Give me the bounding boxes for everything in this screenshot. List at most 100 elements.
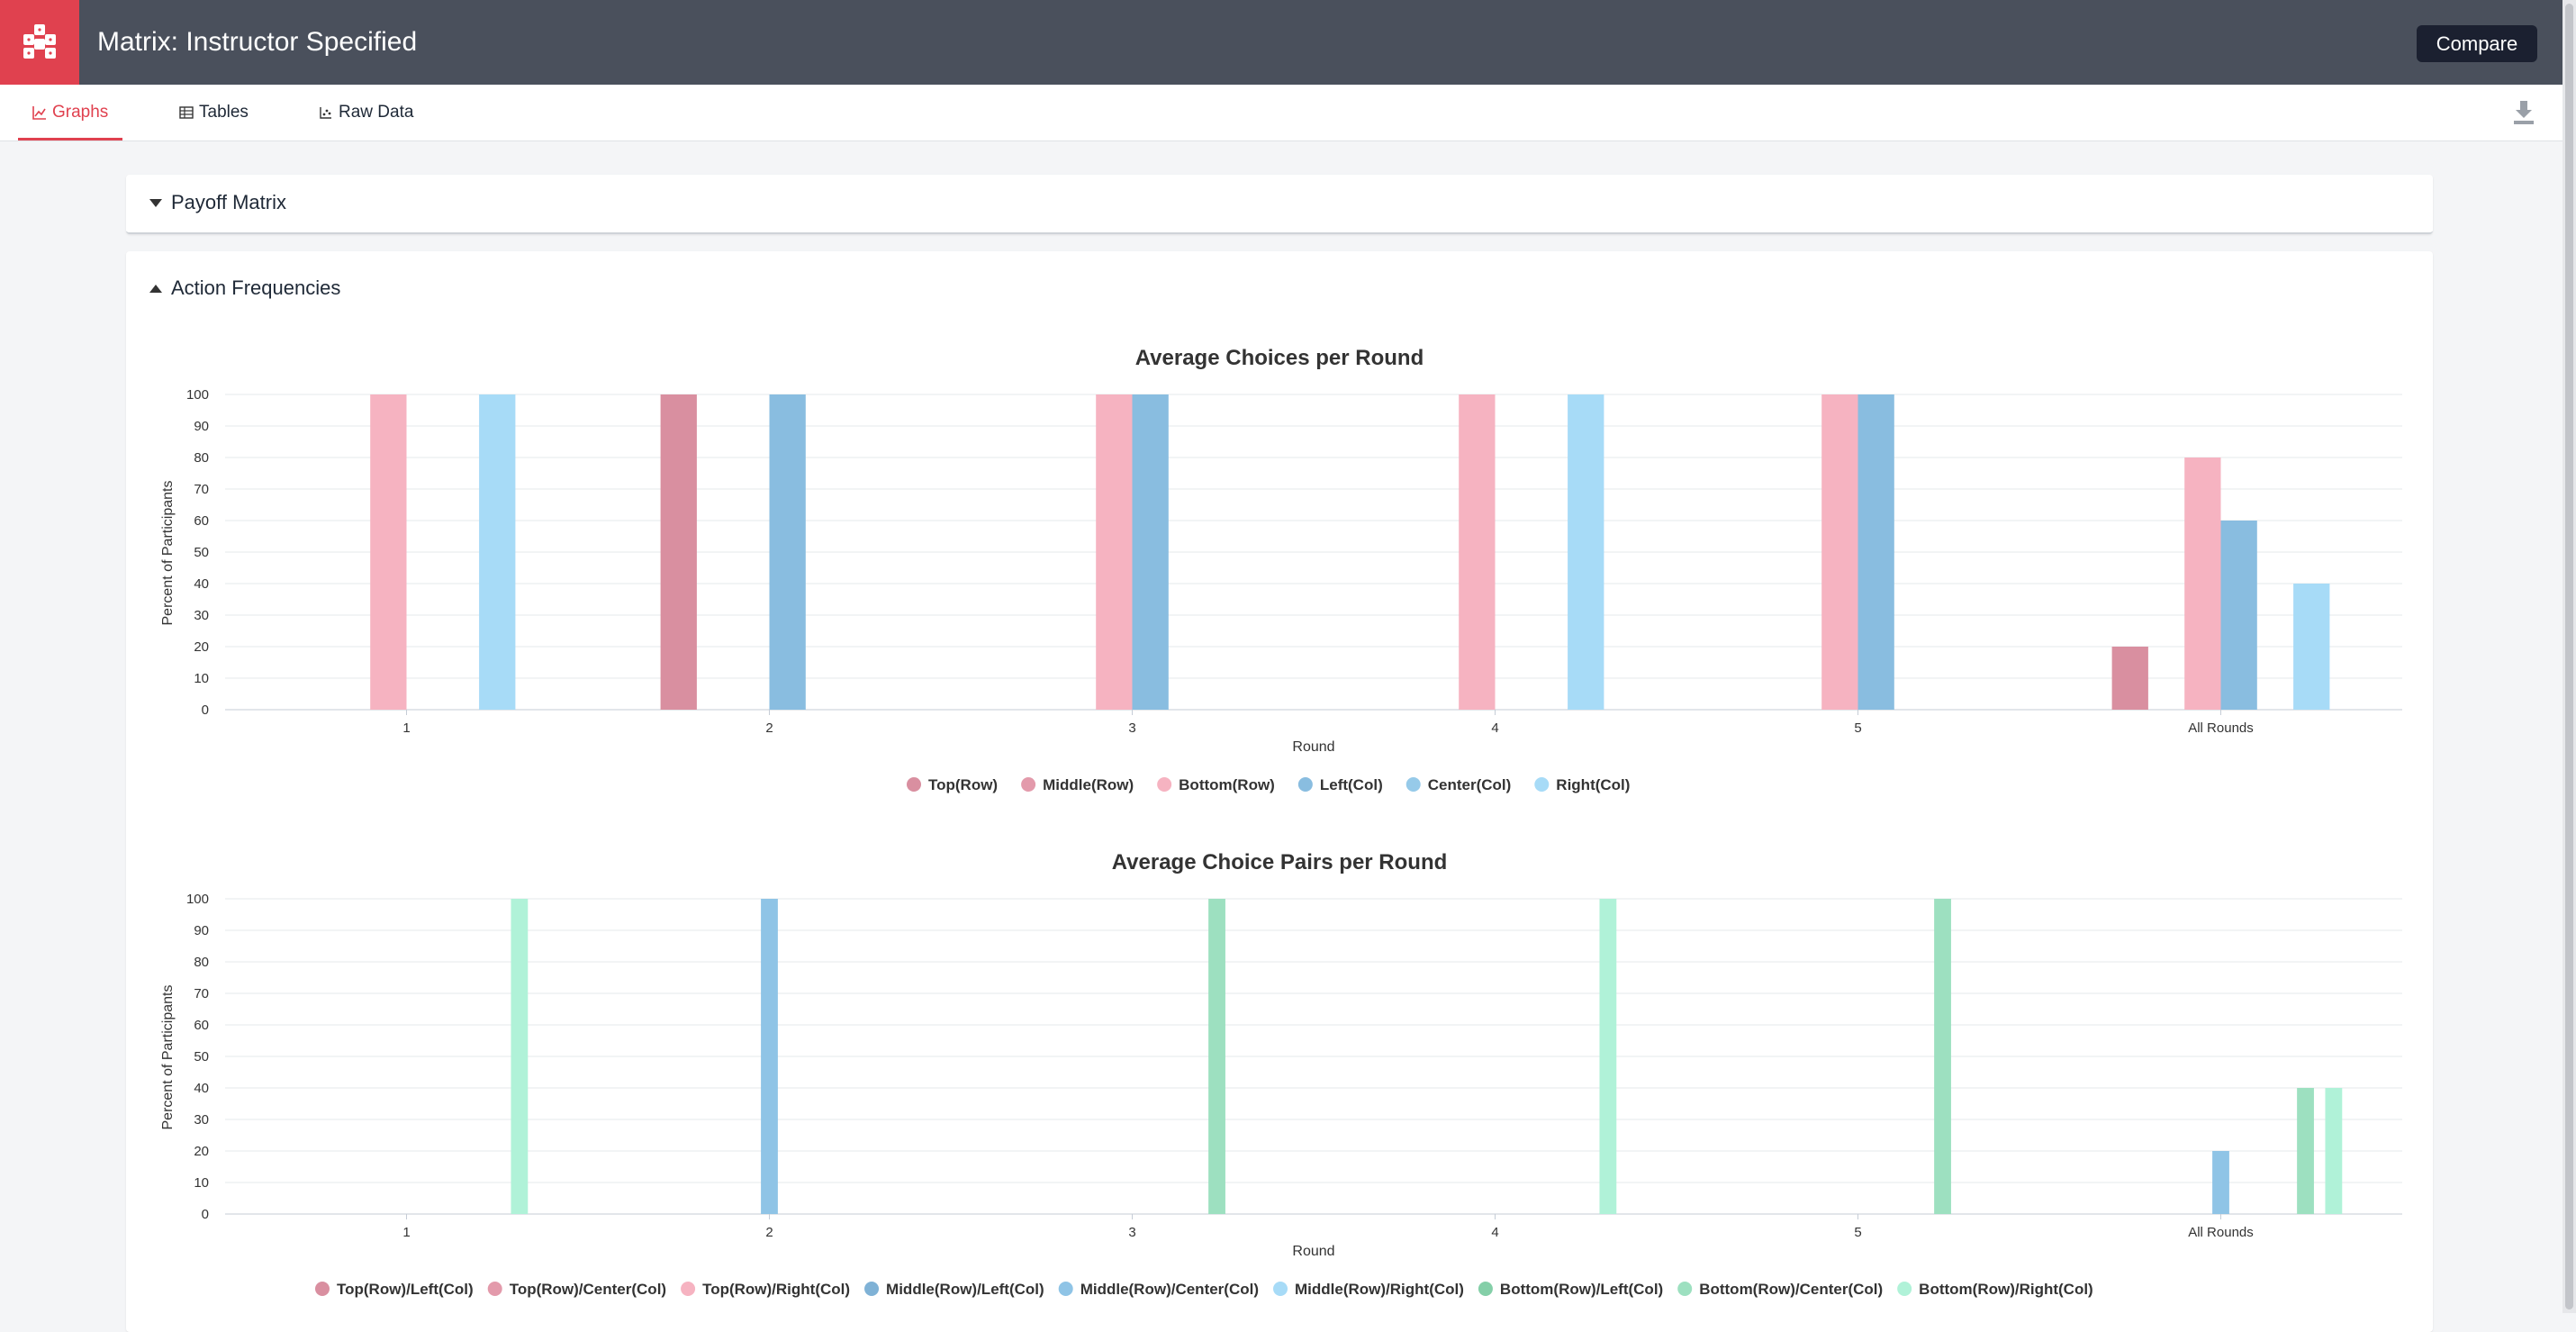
bar[interactable] bbox=[1459, 394, 1496, 710]
action-frequencies-panel: Action Frequencies Average Choices per R… bbox=[126, 251, 2433, 1332]
payoff-matrix-label: Payoff Matrix bbox=[171, 191, 286, 213]
bar[interactable] bbox=[1599, 899, 1617, 1214]
bar[interactable] bbox=[1934, 899, 1951, 1214]
bar[interactable] bbox=[769, 394, 806, 710]
view-tabs: Graphs Tables Raw Data bbox=[0, 85, 2562, 141]
legend-label: Bottom(Row)/Center(Col) bbox=[1699, 1281, 1883, 1298]
tab-graphs[interactable]: Graphs bbox=[17, 85, 123, 140]
legend-label: Top(Row)/Right(Col) bbox=[702, 1281, 850, 1298]
y-tick-label: 60 bbox=[194, 1018, 209, 1033]
legend-item[interactable]: Top(Row)/Right(Col) bbox=[681, 1281, 850, 1298]
legend-label: Bottom(Row)/Right(Col) bbox=[1919, 1281, 2093, 1298]
x-tick-label: All Rounds bbox=[2188, 720, 2254, 736]
vertical-scrollbar[interactable] bbox=[2562, 0, 2576, 1313]
y-tick-label: 20 bbox=[194, 639, 209, 655]
legend-item[interactable]: Bottom(Row) bbox=[1157, 776, 1275, 793]
legend-label: Left(Col) bbox=[1320, 776, 1383, 793]
legend-item[interactable]: Center(Col) bbox=[1406, 776, 1512, 793]
legend-item[interactable]: Left(Col) bbox=[1297, 776, 1383, 793]
y-axis-ticks: 0 10 20 30 40 50 60 70 80 90 100 bbox=[186, 387, 209, 718]
chart-title: Average Choice Pairs per Round bbox=[1112, 850, 1448, 874]
legend-swatch bbox=[487, 1282, 502, 1296]
y-tick-label: 10 bbox=[194, 1175, 209, 1191]
logo-icon bbox=[23, 24, 56, 59]
y-tick-label: 90 bbox=[194, 419, 209, 434]
y-axis-label: Percent of Participants bbox=[160, 481, 176, 626]
bar[interactable] bbox=[1821, 394, 1858, 710]
app-logo[interactable] bbox=[0, 0, 79, 85]
legend-item[interactable]: Middle(Row)/Left(Col) bbox=[864, 1281, 1044, 1298]
x-tick-label: 1 bbox=[402, 1225, 410, 1240]
y-tick-label: 20 bbox=[194, 1144, 209, 1159]
action-frequencies-label: Action Frequencies bbox=[171, 276, 341, 299]
legend-item[interactable]: Top(Row)/Center(Col) bbox=[487, 1281, 666, 1298]
legend-label: Middle(Row)/Center(Col) bbox=[1080, 1281, 1259, 1298]
legend-item[interactable]: Right(Col) bbox=[1534, 776, 1630, 793]
y-tick-label: 30 bbox=[194, 1112, 209, 1128]
bar[interactable] bbox=[1208, 899, 1225, 1214]
tab-raw-data[interactable]: Raw Data bbox=[319, 85, 413, 140]
y-axis-label: Percent of Participants bbox=[160, 985, 176, 1130]
tab-tables-label: Tables bbox=[199, 103, 249, 122]
bar[interactable] bbox=[2212, 1151, 2229, 1214]
bar[interactable] bbox=[2184, 458, 2221, 710]
bar[interactable] bbox=[2297, 1088, 2314, 1214]
bar[interactable] bbox=[479, 394, 516, 710]
legend-item[interactable]: Middle(Row)/Right(Col) bbox=[1273, 1281, 1464, 1298]
chart-grid bbox=[225, 898, 2402, 1215]
compare-button[interactable]: Compare bbox=[2417, 25, 2537, 62]
raw-data-icon bbox=[320, 107, 331, 119]
legend-item[interactable]: Bottom(Row)/Right(Col) bbox=[1897, 1281, 2093, 1298]
bar[interactable] bbox=[1096, 394, 1133, 710]
x-tick-label: 1 bbox=[402, 720, 410, 736]
legend-swatch bbox=[1478, 1282, 1493, 1296]
legend-swatch bbox=[1897, 1282, 1912, 1296]
legend-item[interactable]: Bottom(Row)/Left(Col) bbox=[1478, 1281, 1663, 1298]
bar[interactable] bbox=[2111, 647, 2148, 710]
scrollbar-thumb[interactable] bbox=[2565, 4, 2573, 1309]
app-header: Matrix: Instructor Specified Compare bbox=[0, 0, 2562, 85]
legend-item[interactable]: Middle(Row)/Center(Col) bbox=[1058, 1281, 1259, 1298]
bar[interactable] bbox=[1857, 394, 1894, 710]
bar[interactable] bbox=[2293, 584, 2330, 710]
tab-raw-data-label: Raw Data bbox=[339, 103, 414, 122]
legend-label: Right(Col) bbox=[1556, 776, 1630, 793]
bar[interactable] bbox=[2325, 1088, 2343, 1214]
x-tick-label: 2 bbox=[765, 720, 773, 736]
y-axis-ticks: 0 10 20 30 40 50 60 70 80 90 100 bbox=[186, 892, 209, 1222]
bar[interactable] bbox=[660, 394, 697, 710]
legend-item[interactable]: Top(Row) bbox=[907, 776, 998, 793]
bar[interactable] bbox=[2220, 521, 2257, 710]
x-axis-label: Round bbox=[1292, 739, 1334, 755]
bar[interactable] bbox=[511, 899, 529, 1214]
download-icon[interactable] bbox=[2512, 99, 2535, 126]
y-tick-label: 70 bbox=[194, 986, 209, 1001]
y-tick-label: 100 bbox=[186, 892, 209, 907]
legend-swatch bbox=[907, 777, 921, 792]
bar[interactable] bbox=[1568, 394, 1604, 710]
y-tick-label: 40 bbox=[194, 1081, 209, 1096]
bar[interactable] bbox=[761, 899, 778, 1214]
caret-up-icon bbox=[149, 284, 162, 293]
tab-graphs-label: Graphs bbox=[52, 103, 109, 122]
x-tick-label: All Rounds bbox=[2188, 1225, 2254, 1240]
legend-swatch bbox=[1534, 777, 1550, 792]
legend-item[interactable]: Top(Row)/Left(Col) bbox=[315, 1281, 474, 1298]
tab-tables[interactable]: Tables bbox=[179, 85, 249, 140]
legend-swatch bbox=[864, 1282, 880, 1296]
y-tick-label: 80 bbox=[194, 450, 209, 466]
legend-label: Top(Row)/Center(Col) bbox=[510, 1281, 666, 1298]
bar[interactable] bbox=[1132, 394, 1169, 710]
legend-label: Middle(Row)/Left(Col) bbox=[886, 1281, 1044, 1298]
legend-label: Bottom(Row) bbox=[1179, 776, 1275, 793]
y-tick-label: 0 bbox=[202, 702, 209, 718]
page-title: Matrix: Instructor Specified bbox=[97, 27, 418, 57]
payoff-matrix-toggle[interactable]: Payoff Matrix bbox=[149, 191, 286, 214]
action-frequencies-toggle[interactable]: Action Frequencies bbox=[149, 276, 340, 300]
legend-item[interactable]: Middle(Row) bbox=[1021, 776, 1134, 793]
legend-label: Middle(Row) bbox=[1043, 776, 1134, 793]
y-tick-label: 10 bbox=[194, 671, 209, 686]
legend-item[interactable]: Bottom(Row)/Center(Col) bbox=[1677, 1281, 1883, 1298]
bar[interactable] bbox=[370, 394, 407, 710]
chart-legend: Top(Row)/Left(Col) Top(Row)/Center(Col) To… bbox=[315, 1281, 2093, 1298]
